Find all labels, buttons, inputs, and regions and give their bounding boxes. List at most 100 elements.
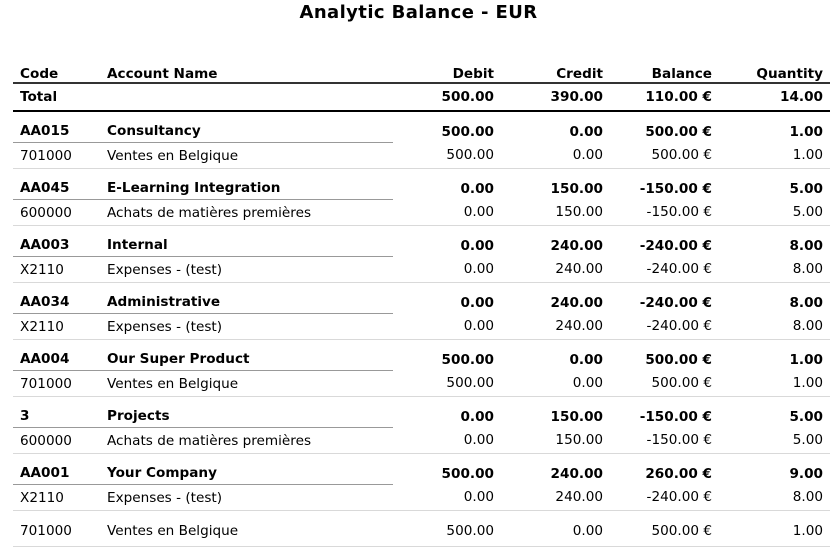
account-group-row: AA003 Internal 0.00 240.00 -240.00 € 8.00 bbox=[13, 225, 830, 257]
account-group-row-name: Your Company bbox=[100, 453, 393, 485]
account-line-row-code: X2110 bbox=[13, 256, 100, 283]
account-group-row-balance: -240.00 € bbox=[639, 294, 712, 311]
account-group-row-debit: 0.00 bbox=[460, 237, 494, 254]
account-group-row-quantity: 8.00 bbox=[789, 237, 823, 254]
account-line-row-debit: 0.00 bbox=[393, 427, 501, 454]
account-group-row-credit: 240.00 bbox=[550, 237, 603, 254]
account-line-row-credit: 240.00 bbox=[501, 256, 610, 283]
table-body: Total 500.00 390.00 110.00 € 14.00 AA015… bbox=[13, 83, 830, 547]
account-line-row: X2110 Expenses - (test) 0.00 240.00 -240.00 … bbox=[13, 313, 830, 340]
account-group-row: AA015 Consultancy 500.00 0.00 500.00 € 1.00 bbox=[13, 111, 830, 143]
total-name bbox=[100, 83, 393, 112]
account-line-row-debit: 500.00 bbox=[393, 142, 501, 169]
account-line-row-code: 701000 bbox=[13, 370, 100, 397]
account-line-row-credit: 150.00 bbox=[501, 199, 610, 226]
account-line-row-debit: 500.00 bbox=[393, 510, 501, 547]
account-line-row-quantity: 1.00 bbox=[719, 142, 830, 169]
account-line-row-quantity: 8.00 bbox=[719, 484, 830, 511]
account-line-row-quantity: 5.00 bbox=[719, 199, 830, 226]
account-line-row: 701000 Ventes en Belgique 500.00 0.00 500.00… bbox=[13, 510, 830, 547]
account-group-row-credit: 0.00 bbox=[569, 123, 603, 140]
account-group-row-balance: 500.00 € bbox=[645, 123, 712, 140]
account-group-row-credit: 240.00 bbox=[550, 294, 603, 311]
header-debit: Debit bbox=[393, 62, 501, 84]
account-line-row-balance: -240.00 € bbox=[610, 484, 719, 511]
account-line-row-credit: 240.00 bbox=[501, 484, 610, 511]
account-group-row: 3 Projects 0.00 150.00 -150.00 € 5.00 bbox=[13, 396, 830, 428]
account-line-row-balance: -240.00 € bbox=[610, 256, 719, 283]
account-group-row-quantity: 5.00 bbox=[789, 180, 823, 197]
account-line-row-debit: 0.00 bbox=[393, 256, 501, 283]
account-line-row: X2110 Expenses - (test) 0.00 240.00 -240.00 … bbox=[13, 256, 830, 283]
account-group-row-credit: 150.00 bbox=[550, 180, 603, 197]
account-group-row-code: AA004 bbox=[13, 339, 100, 371]
total-row: Total 500.00 390.00 110.00 € 14.00 bbox=[13, 83, 830, 112]
account-line-row-name: Expenses - (test) bbox=[100, 313, 393, 340]
header-code: Code bbox=[13, 62, 100, 84]
account-group-row-name: Projects bbox=[100, 396, 393, 428]
account-line-row-name: Expenses - (test) bbox=[100, 484, 393, 511]
account-line-row-code: X2110 bbox=[13, 313, 100, 340]
account-group-row-balance: -240.00 € bbox=[639, 237, 712, 254]
account-line-row-credit: 240.00 bbox=[501, 313, 610, 340]
account-line-row-quantity: 8.00 bbox=[719, 313, 830, 340]
account-line-row-code: 701000 bbox=[13, 510, 100, 547]
header-account-name: Account Name bbox=[100, 62, 393, 84]
header-row: Code Account Name Debit Credit Balance Q… bbox=[13, 62, 830, 84]
account-line-row-name: Achats de matières premières bbox=[100, 199, 393, 226]
account-group-row-debit: 500.00 bbox=[441, 351, 494, 368]
account-group-row-code: AA034 bbox=[13, 282, 100, 314]
account-group-row-name: Consultancy bbox=[100, 111, 393, 143]
account-line-row-balance: 500.00 € bbox=[610, 370, 719, 397]
account-group-row-name: E-Learning Integration bbox=[100, 168, 393, 200]
account-line-row-debit: 0.00 bbox=[393, 199, 501, 226]
account-line-row-code: X2110 bbox=[13, 484, 100, 511]
account-line-row-code: 600000 bbox=[13, 427, 100, 454]
report-title: Analytic Balance - EUR bbox=[299, 2, 538, 23]
account-group-row-balance: 260.00 € bbox=[645, 465, 712, 482]
account-line-row-quantity: 1.00 bbox=[719, 510, 830, 547]
total-quantity: 14.00 bbox=[719, 83, 830, 112]
account-group-row-debit: 0.00 bbox=[460, 294, 494, 311]
account-group-row: AA034 Administrative 0.00 240.00 -240.00 € 8.… bbox=[13, 282, 830, 314]
account-line-row-quantity: 8.00 bbox=[719, 256, 830, 283]
analytic-balance-table-container: Code Account Name Debit Credit Balance Q… bbox=[13, 62, 830, 547]
account-group-row-code: AA015 bbox=[13, 111, 100, 143]
total-credit: 390.00 bbox=[501, 83, 610, 112]
account-group-row-code: AA003 bbox=[13, 225, 100, 257]
account-group-row-quantity: 1.00 bbox=[789, 351, 823, 368]
account-group-row-balance: 500.00 € bbox=[645, 351, 712, 368]
account-line-row-code: 600000 bbox=[13, 199, 100, 226]
account-line-row-debit: 0.00 bbox=[393, 313, 501, 340]
header-quantity: Quantity bbox=[719, 62, 830, 84]
account-line-row-debit: 500.00 bbox=[393, 370, 501, 397]
account-group-row-quantity: 5.00 bbox=[789, 408, 823, 425]
account-line-row-credit: 0.00 bbox=[501, 510, 610, 547]
account-line-row-name: Ventes en Belgique bbox=[100, 370, 393, 397]
account-group-row-quantity: 8.00 bbox=[789, 294, 823, 311]
account-group-row-credit: 0.00 bbox=[569, 351, 603, 368]
account-line-row: 600000 Achats de matières premières 0.00 15… bbox=[13, 427, 830, 454]
account-line-row-balance: -150.00 € bbox=[610, 199, 719, 226]
account-group-row-credit: 240.00 bbox=[550, 465, 603, 482]
account-line-row-code: 701000 bbox=[13, 142, 100, 169]
account-line-row: 600000 Achats de matières premières 0.00 15… bbox=[13, 199, 830, 226]
account-group-row: AA004 Our Super Product 500.00 0.00 500.00 €… bbox=[13, 339, 830, 371]
account-line-row: 701000 Ventes en Belgique 500.00 0.00 500.00… bbox=[13, 142, 830, 169]
account-group-row: AA045 E-Learning Integration 0.00 150.00 -15… bbox=[13, 168, 830, 200]
account-line-row-quantity: 1.00 bbox=[719, 370, 830, 397]
account-line-row-balance: -240.00 € bbox=[610, 313, 719, 340]
account-group-row-code: 3 bbox=[13, 396, 100, 428]
account-line-row-credit: 0.00 bbox=[501, 370, 610, 397]
total-balance: 110.00 € bbox=[610, 83, 719, 112]
header-credit: Credit bbox=[501, 62, 610, 84]
account-group-row-debit: 0.00 bbox=[460, 408, 494, 425]
account-group-row-code: AA045 bbox=[13, 168, 100, 200]
account-group-row-debit: 500.00 bbox=[441, 465, 494, 482]
account-line-row-credit: 150.00 bbox=[501, 427, 610, 454]
account-line-row-balance: -150.00 € bbox=[610, 427, 719, 454]
account-group-row-debit: 0.00 bbox=[460, 180, 494, 197]
total-label: Total bbox=[13, 83, 100, 112]
account-line-row: X2110 Expenses - (test) 0.00 240.00 -240.00 … bbox=[13, 484, 830, 511]
account-group-row-quantity: 1.00 bbox=[789, 123, 823, 140]
